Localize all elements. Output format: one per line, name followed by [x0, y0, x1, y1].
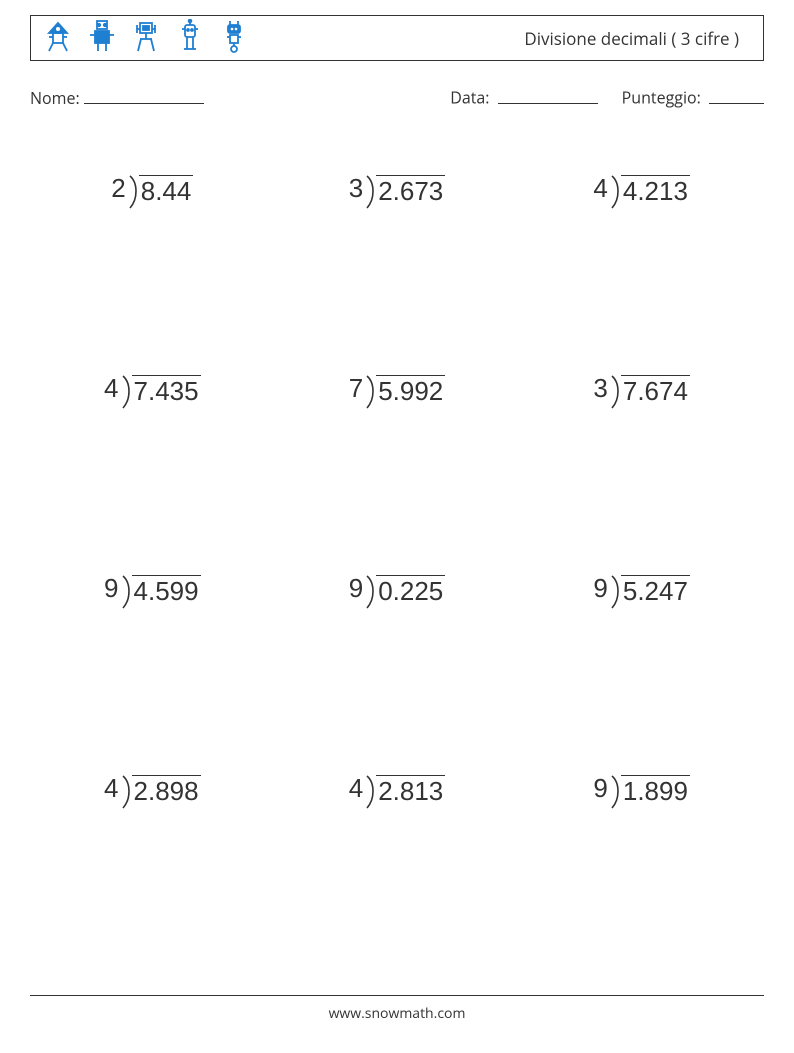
dividend-value: 5.247: [623, 576, 688, 606]
name-blank[interactable]: [84, 85, 204, 104]
division-problem: 3 2.673: [275, 149, 520, 349]
long-division: 28.44: [111, 175, 193, 213]
dividend: 7.435: [132, 375, 201, 404]
long-division: 4 2.813: [349, 775, 446, 813]
long-division: 9 4.599: [104, 575, 201, 613]
robot-icon: [87, 19, 117, 58]
dividend-value: 2.673: [378, 176, 443, 206]
dividend: 2.813: [376, 775, 445, 804]
division-problem: 3 7.674: [519, 349, 764, 549]
date-field: Data:: [450, 85, 597, 109]
dividend-value: 4.599: [134, 576, 199, 606]
long-division: 3 2.673: [349, 175, 446, 213]
score-blank[interactable]: [709, 85, 764, 104]
long-division: 9 0.225: [349, 575, 446, 613]
dividend: 7.674: [621, 375, 690, 404]
dividend: 2.898: [132, 775, 201, 804]
long-division: 7 5.992: [349, 375, 446, 413]
dividend-value: 0.225: [378, 576, 443, 606]
dividend-value: 1.899: [623, 776, 688, 806]
divisor: 2: [111, 175, 127, 201]
robot-icon: [175, 19, 205, 58]
divisor: 4: [349, 775, 365, 801]
division-problem: 4 7.435: [30, 349, 275, 549]
division-problem: 4 2.813: [275, 749, 520, 949]
division-problem: 9 5.247: [519, 549, 764, 749]
division-problem: 4 4.213: [519, 149, 764, 349]
divisor: 9: [593, 775, 609, 801]
dividend: 2.673: [376, 175, 445, 204]
footer-divider: [30, 995, 764, 996]
robot-icon: [219, 19, 249, 58]
long-division: 4 2.898: [104, 775, 201, 813]
dividend-value: 2.898: [134, 776, 199, 806]
dividend: 4.599: [132, 575, 201, 604]
division-problem: 4 2.898: [30, 749, 275, 949]
dividend: 8.44: [139, 175, 194, 204]
divisor: 4: [593, 175, 609, 201]
footer: www.snowmath.com: [0, 995, 794, 1023]
division-problem: 7 5.992: [275, 349, 520, 549]
date-label: Data:: [450, 87, 489, 109]
dividend-value: 7.435: [134, 376, 199, 406]
dividend-value: 8.44: [141, 176, 192, 206]
long-division: 9 5.247: [593, 575, 690, 613]
divisor: 4: [104, 375, 120, 401]
divisor: 4: [104, 775, 120, 801]
robot-icon: [131, 19, 161, 58]
divisor: 3: [593, 375, 609, 401]
dividend: 0.225: [376, 575, 445, 604]
dividend: 1.899: [621, 775, 690, 804]
divisor: 9: [349, 575, 365, 601]
name-field: Nome:: [30, 85, 204, 109]
divisor: 9: [104, 575, 120, 601]
robot-icon: [43, 19, 73, 58]
dividend: 4.213: [621, 175, 690, 204]
division-problem: 9 0.225: [275, 549, 520, 749]
problem-grid: 28.4432.67344.21347.43575.99237.67494.59…: [30, 149, 764, 949]
robot-icon-strip: [43, 19, 249, 58]
dividend: 5.247: [621, 575, 690, 604]
long-division: 3 7.674: [593, 375, 690, 413]
division-problem: 28.44: [30, 149, 275, 349]
dividend: 5.992: [376, 375, 445, 404]
long-division: 9 1.899: [593, 775, 690, 813]
divisor: 9: [593, 575, 609, 601]
division-problem: 9 1.899: [519, 749, 764, 949]
dividend-value: 2.813: [378, 776, 443, 806]
dividend-value: 4.213: [623, 176, 688, 206]
worksheet-title: Divisione decimali ( 3 cifre ): [524, 27, 751, 50]
score-field: Punteggio:: [622, 85, 764, 109]
divisor: 7: [349, 375, 365, 401]
long-division: 4 7.435: [104, 375, 201, 413]
score-label: Punteggio:: [622, 87, 701, 109]
division-problem: 9 4.599: [30, 549, 275, 749]
footer-text: www.snowmath.com: [0, 1004, 794, 1023]
header-box: Divisione decimali ( 3 cifre ): [30, 15, 764, 61]
date-blank[interactable]: [498, 85, 598, 104]
info-row: Nome: Data: Punteggio:: [30, 85, 764, 109]
worksheet-page: Divisione decimali ( 3 cifre ) Nome: Dat…: [0, 0, 794, 1053]
name-label: Nome:: [30, 87, 80, 109]
dividend-value: 7.674: [623, 376, 688, 406]
dividend-value: 5.992: [378, 376, 443, 406]
long-division: 4 4.213: [593, 175, 690, 213]
divisor: 3: [349, 175, 365, 201]
